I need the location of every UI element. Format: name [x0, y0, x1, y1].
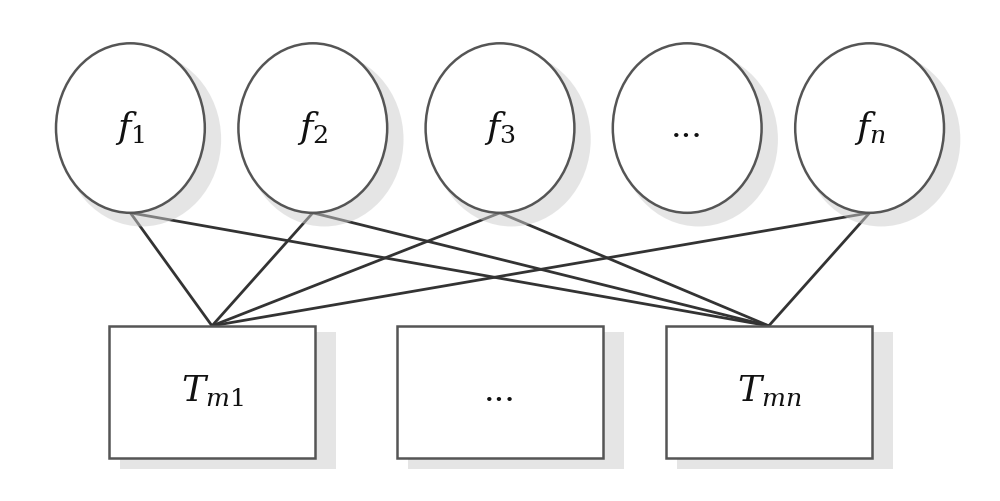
- Ellipse shape: [432, 52, 591, 226]
- Bar: [677, 333, 893, 469]
- Ellipse shape: [245, 52, 404, 226]
- Ellipse shape: [620, 52, 778, 226]
- Ellipse shape: [802, 52, 960, 226]
- Text: ...: ...: [484, 376, 516, 408]
- Ellipse shape: [238, 43, 387, 213]
- Ellipse shape: [56, 43, 205, 213]
- Ellipse shape: [426, 43, 574, 213]
- Bar: [408, 333, 624, 469]
- Text: $T_{mn}$: $T_{mn}$: [737, 374, 801, 409]
- Text: $f_{1}$: $f_{1}$: [115, 109, 145, 147]
- Ellipse shape: [613, 43, 762, 213]
- Text: $T_{m1}$: $T_{m1}$: [181, 374, 243, 409]
- Text: $f_{n}$: $f_{n}$: [854, 109, 886, 147]
- Text: $f_{3}$: $f_{3}$: [484, 109, 516, 147]
- Ellipse shape: [63, 52, 221, 226]
- Bar: [397, 326, 603, 458]
- Bar: [120, 333, 336, 469]
- Text: $f_{2}$: $f_{2}$: [297, 109, 328, 147]
- Ellipse shape: [795, 43, 944, 213]
- Bar: [666, 326, 872, 458]
- Bar: [109, 326, 315, 458]
- Text: ...: ...: [671, 112, 703, 144]
